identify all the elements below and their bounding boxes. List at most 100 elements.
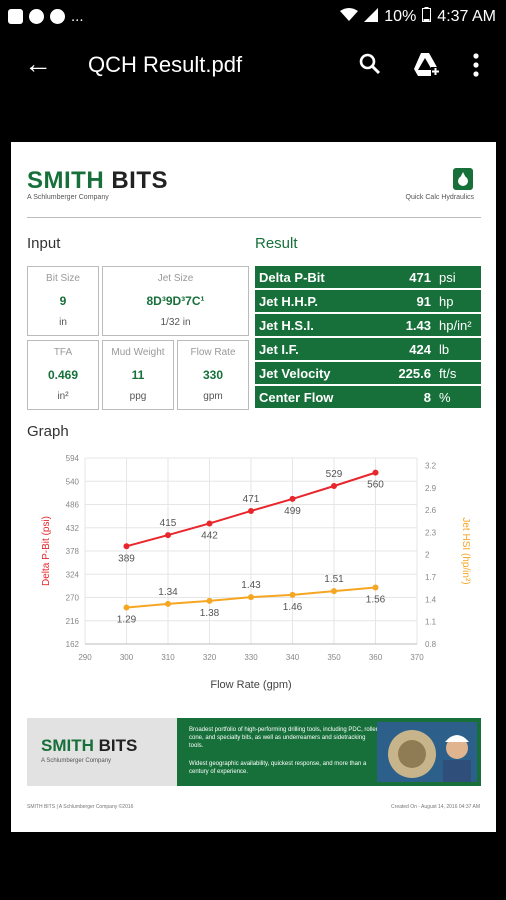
y-left-tick-label: 486 (66, 501, 80, 510)
chart-axes: 290 300 310 320 330 340 350 360 370 162 216 270 324 3… (41, 454, 471, 691)
data-label-2: 1.29 (117, 615, 137, 626)
result-name: Delta P-Bit (259, 270, 325, 285)
battery-level: 10% (384, 8, 417, 25)
more-options-icon[interactable] (470, 50, 482, 80)
data-point-1 (165, 532, 171, 539)
data-point-1 (206, 520, 213, 527)
bit-size-box: Bit Size 9 in (27, 266, 99, 336)
tfa-box: TFA 0.469 in² (27, 340, 99, 410)
result-row: Jet H.H.P. 91 hp (255, 290, 481, 312)
result-title: Result (255, 235, 298, 252)
data-point-2 (248, 594, 254, 601)
y-right-axis-label: Jet HSI (hp/in²) (460, 517, 471, 584)
flow-rate-chart: 290 300 310 320 330 340 350 360 370 162 216 270 324 3… (41, 454, 471, 691)
data-point-2 (206, 597, 213, 604)
data-label-2: 1.43 (241, 580, 261, 591)
x-tick-label: 370 (410, 653, 424, 662)
y-right-tick-label: 2.3 (425, 528, 437, 537)
x-tick-label: 310 (161, 653, 175, 662)
y-left-tick-label: 162 (66, 640, 80, 649)
y-right-tick-label: 0.8 (425, 640, 437, 649)
results-table: Delta P-Bit 471 psi Jet H.H.P. 91 hp Jet H.S… (255, 266, 481, 410)
pdf-page[interactable]: SMITH BITS A Schlumberger Company Quick … (11, 142, 496, 832)
x-tick-label: 300 (120, 653, 134, 662)
shield-notification-icon-2 (50, 9, 65, 24)
bit-size-value: 9 (59, 294, 67, 308)
battery-icon (422, 7, 432, 27)
result-name: Jet H.H.P. (259, 294, 319, 309)
flow-rate-box: Flow Rate 330 gpm (177, 340, 249, 410)
image-notification-icon (8, 9, 23, 24)
data-point-2 (165, 600, 171, 607)
x-tick-label: 360 (369, 653, 383, 662)
graph-title: Graph (27, 423, 69, 440)
y-right-tick-label: 3.2 (425, 461, 437, 470)
status-bar: ... 10% 4:37 AM (0, 0, 506, 34)
data-point-1 (248, 507, 254, 514)
y-left-tick-label: 270 (66, 594, 80, 603)
x-axis-label: Flow Rate (gpm) (210, 679, 291, 691)
smith-bits-logo: SMITH BITS (27, 167, 169, 194)
document-title: QCH Result.pdf (88, 52, 243, 77)
result-unit: hp/in² (439, 318, 472, 333)
y-right-tick-label: 2.9 (425, 484, 437, 493)
data-point-1 (123, 543, 130, 550)
shield-notification-icon (29, 9, 44, 24)
x-tick-label: 290 (78, 653, 92, 662)
result-row: Jet Velocity 225.6 ft/s (255, 362, 481, 384)
result-name: Jet I.F. (259, 342, 299, 357)
y-left-tick-label: 540 (66, 477, 80, 486)
x-tick-label: 340 (286, 653, 300, 662)
logo-subtitle: A Schlumberger Company (27, 194, 109, 201)
mud-weight-unit: ppg (129, 391, 147, 402)
y-right-tick-label: 1.7 (425, 573, 437, 582)
result-value: 8 (423, 390, 431, 405)
banner-bullet-2: Widest geographic availability, quickest… (189, 761, 367, 775)
mud-weight-label: Mud Weight (111, 347, 165, 358)
wifi-icon (340, 7, 359, 27)
data-point-1 (289, 495, 296, 502)
data-label-2: 1.46 (283, 602, 303, 613)
result-name: Jet H.S.I. (259, 318, 314, 333)
quick-calc-label: Quick Calc Hydraulics (405, 194, 474, 201)
mud-weight-value: 11 (131, 368, 145, 382)
data-label-1: 529 (326, 469, 343, 480)
data-label-2: 1.38 (200, 608, 220, 619)
result-unit: % (439, 390, 451, 405)
result-name: Jet Velocity (259, 366, 331, 381)
y-left-tick-label: 324 (66, 570, 80, 579)
banner-bullet-1: Broadest portfolio of high-performing dr… (189, 727, 378, 749)
y-left-tick-label: 432 (66, 524, 80, 533)
result-unit: hp (439, 294, 454, 309)
result-unit: lb (439, 342, 450, 357)
divider (27, 217, 481, 218)
signal-icon (364, 7, 379, 27)
data-label-1: 471 (243, 494, 260, 505)
result-row: Center Flow 8% (255, 386, 481, 408)
mud-weight-box: Mud Weight 11 ppg (102, 340, 174, 410)
y-right-tick-label: 2 (425, 551, 430, 560)
add-to-drive-icon[interactable] (412, 52, 440, 78)
result-value: 471 (409, 270, 431, 285)
y-left-tick-label: 378 (66, 547, 80, 556)
footer-created-on: Created On - August 14, 2016 04:37 AM (391, 804, 480, 810)
banner-logo-subtitle: A Schlumberger Company (41, 758, 112, 764)
jet-size-box: Jet Size 8D³9D³7C¹ 1/32 in (102, 266, 249, 336)
result-row: Jet I.F. 424 lb (255, 338, 481, 360)
chart-series: 389 415 442 471 499 529 560 1.29 1.34 1.38 1.43 1.4… (117, 469, 386, 626)
y-right-tick-label: 2.6 (425, 506, 437, 515)
jet-size-value: 8D³9D³7C¹ (146, 294, 205, 308)
x-tick-label: 350 (327, 653, 341, 662)
result-value: 91 (416, 294, 431, 309)
data-point-2 (372, 584, 379, 591)
search-icon[interactable] (358, 52, 382, 76)
smith-bits-banner: SMITH BITS A Schlumberger Company Broade… (27, 718, 481, 786)
y-left-tick-label: 216 (66, 617, 80, 626)
back-arrow-icon[interactable]: ← (24, 48, 52, 79)
jet-size-label: Jet Size (157, 273, 194, 284)
data-label-1: 560 (367, 480, 384, 491)
app-bar: ← QCH Result.pdf (0, 36, 506, 96)
data-label-1: 415 (160, 518, 177, 529)
bit-size-unit: in (59, 317, 67, 328)
jet-size-unit: 1/32 in (160, 317, 191, 328)
